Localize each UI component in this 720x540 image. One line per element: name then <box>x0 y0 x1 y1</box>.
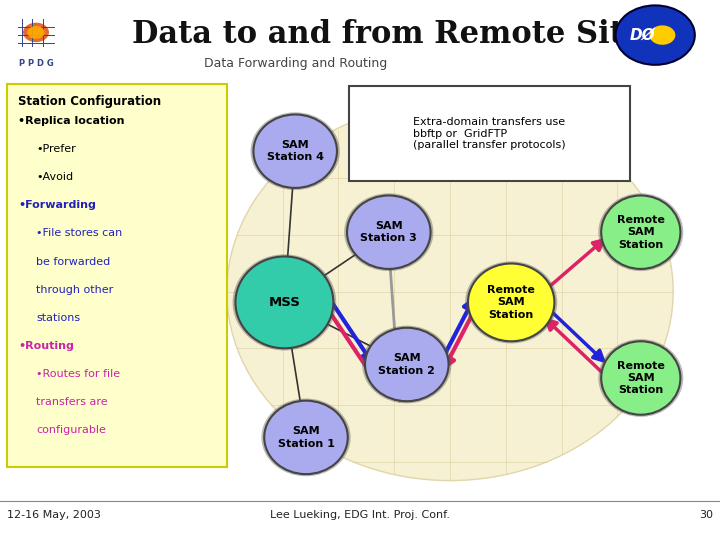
Ellipse shape <box>347 195 431 269</box>
Text: SAM
Station 3: SAM Station 3 <box>361 221 417 244</box>
Ellipse shape <box>233 254 336 350</box>
Text: Station Configuration: Station Configuration <box>18 94 161 107</box>
Text: 30: 30 <box>699 510 713 521</box>
Text: transfers are: transfers are <box>36 397 107 407</box>
Ellipse shape <box>601 195 680 269</box>
Text: SAM
Station 4: SAM Station 4 <box>266 140 324 163</box>
Ellipse shape <box>598 193 683 271</box>
Text: •Avoid: •Avoid <box>36 172 73 183</box>
Text: Data to and from Remote Sites: Data to and from Remote Sites <box>132 19 660 50</box>
Text: stations: stations <box>36 313 80 323</box>
Ellipse shape <box>468 264 554 341</box>
Ellipse shape <box>598 339 683 417</box>
Text: through other: through other <box>36 285 113 295</box>
Text: Remote
SAM
Station: Remote SAM Station <box>617 215 665 249</box>
Circle shape <box>649 25 675 45</box>
Text: •Routes for file: •Routes for file <box>36 369 120 379</box>
Ellipse shape <box>261 399 351 476</box>
Ellipse shape <box>465 261 557 343</box>
Ellipse shape <box>235 256 333 348</box>
Ellipse shape <box>344 193 433 271</box>
FancyBboxPatch shape <box>349 86 630 181</box>
Text: configurable: configurable <box>36 425 106 435</box>
Text: Data Forwarding and Routing: Data Forwarding and Routing <box>204 57 387 70</box>
Text: Remote
SAM
Station: Remote SAM Station <box>617 361 665 395</box>
Ellipse shape <box>264 401 348 474</box>
FancyBboxPatch shape <box>7 84 227 467</box>
Ellipse shape <box>253 114 337 188</box>
Circle shape <box>23 23 49 42</box>
Text: MSS: MSS <box>269 296 300 309</box>
Ellipse shape <box>365 328 449 401</box>
Text: Extra-domain transfers use
bbftp or  GridFTP
(parallel transfer protocols): Extra-domain transfers use bbftp or Grid… <box>413 117 566 150</box>
Ellipse shape <box>227 103 673 481</box>
Ellipse shape <box>362 326 451 403</box>
Ellipse shape <box>251 112 340 190</box>
Circle shape <box>27 26 45 39</box>
Circle shape <box>616 5 695 65</box>
Text: DØ: DØ <box>629 28 655 43</box>
Text: SAM
Station 2: SAM Station 2 <box>379 353 435 376</box>
Text: SAM
Station 1: SAM Station 1 <box>278 426 334 449</box>
Text: be forwarded: be forwarded <box>36 256 110 267</box>
Text: •File stores can: •File stores can <box>36 228 122 239</box>
Ellipse shape <box>601 341 680 415</box>
Text: •Prefer: •Prefer <box>36 144 76 154</box>
Text: 12-16 May, 2003: 12-16 May, 2003 <box>7 510 101 521</box>
Text: •Routing: •Routing <box>18 341 74 351</box>
Text: Lee Lueking, EDG Int. Proj. Conf.: Lee Lueking, EDG Int. Proj. Conf. <box>270 510 450 521</box>
Text: •Forwarding: •Forwarding <box>18 200 96 211</box>
Text: P P D G: P P D G <box>19 59 53 69</box>
Text: •Replica location: •Replica location <box>18 116 125 126</box>
Text: Remote
SAM
Station: Remote SAM Station <box>487 285 535 320</box>
